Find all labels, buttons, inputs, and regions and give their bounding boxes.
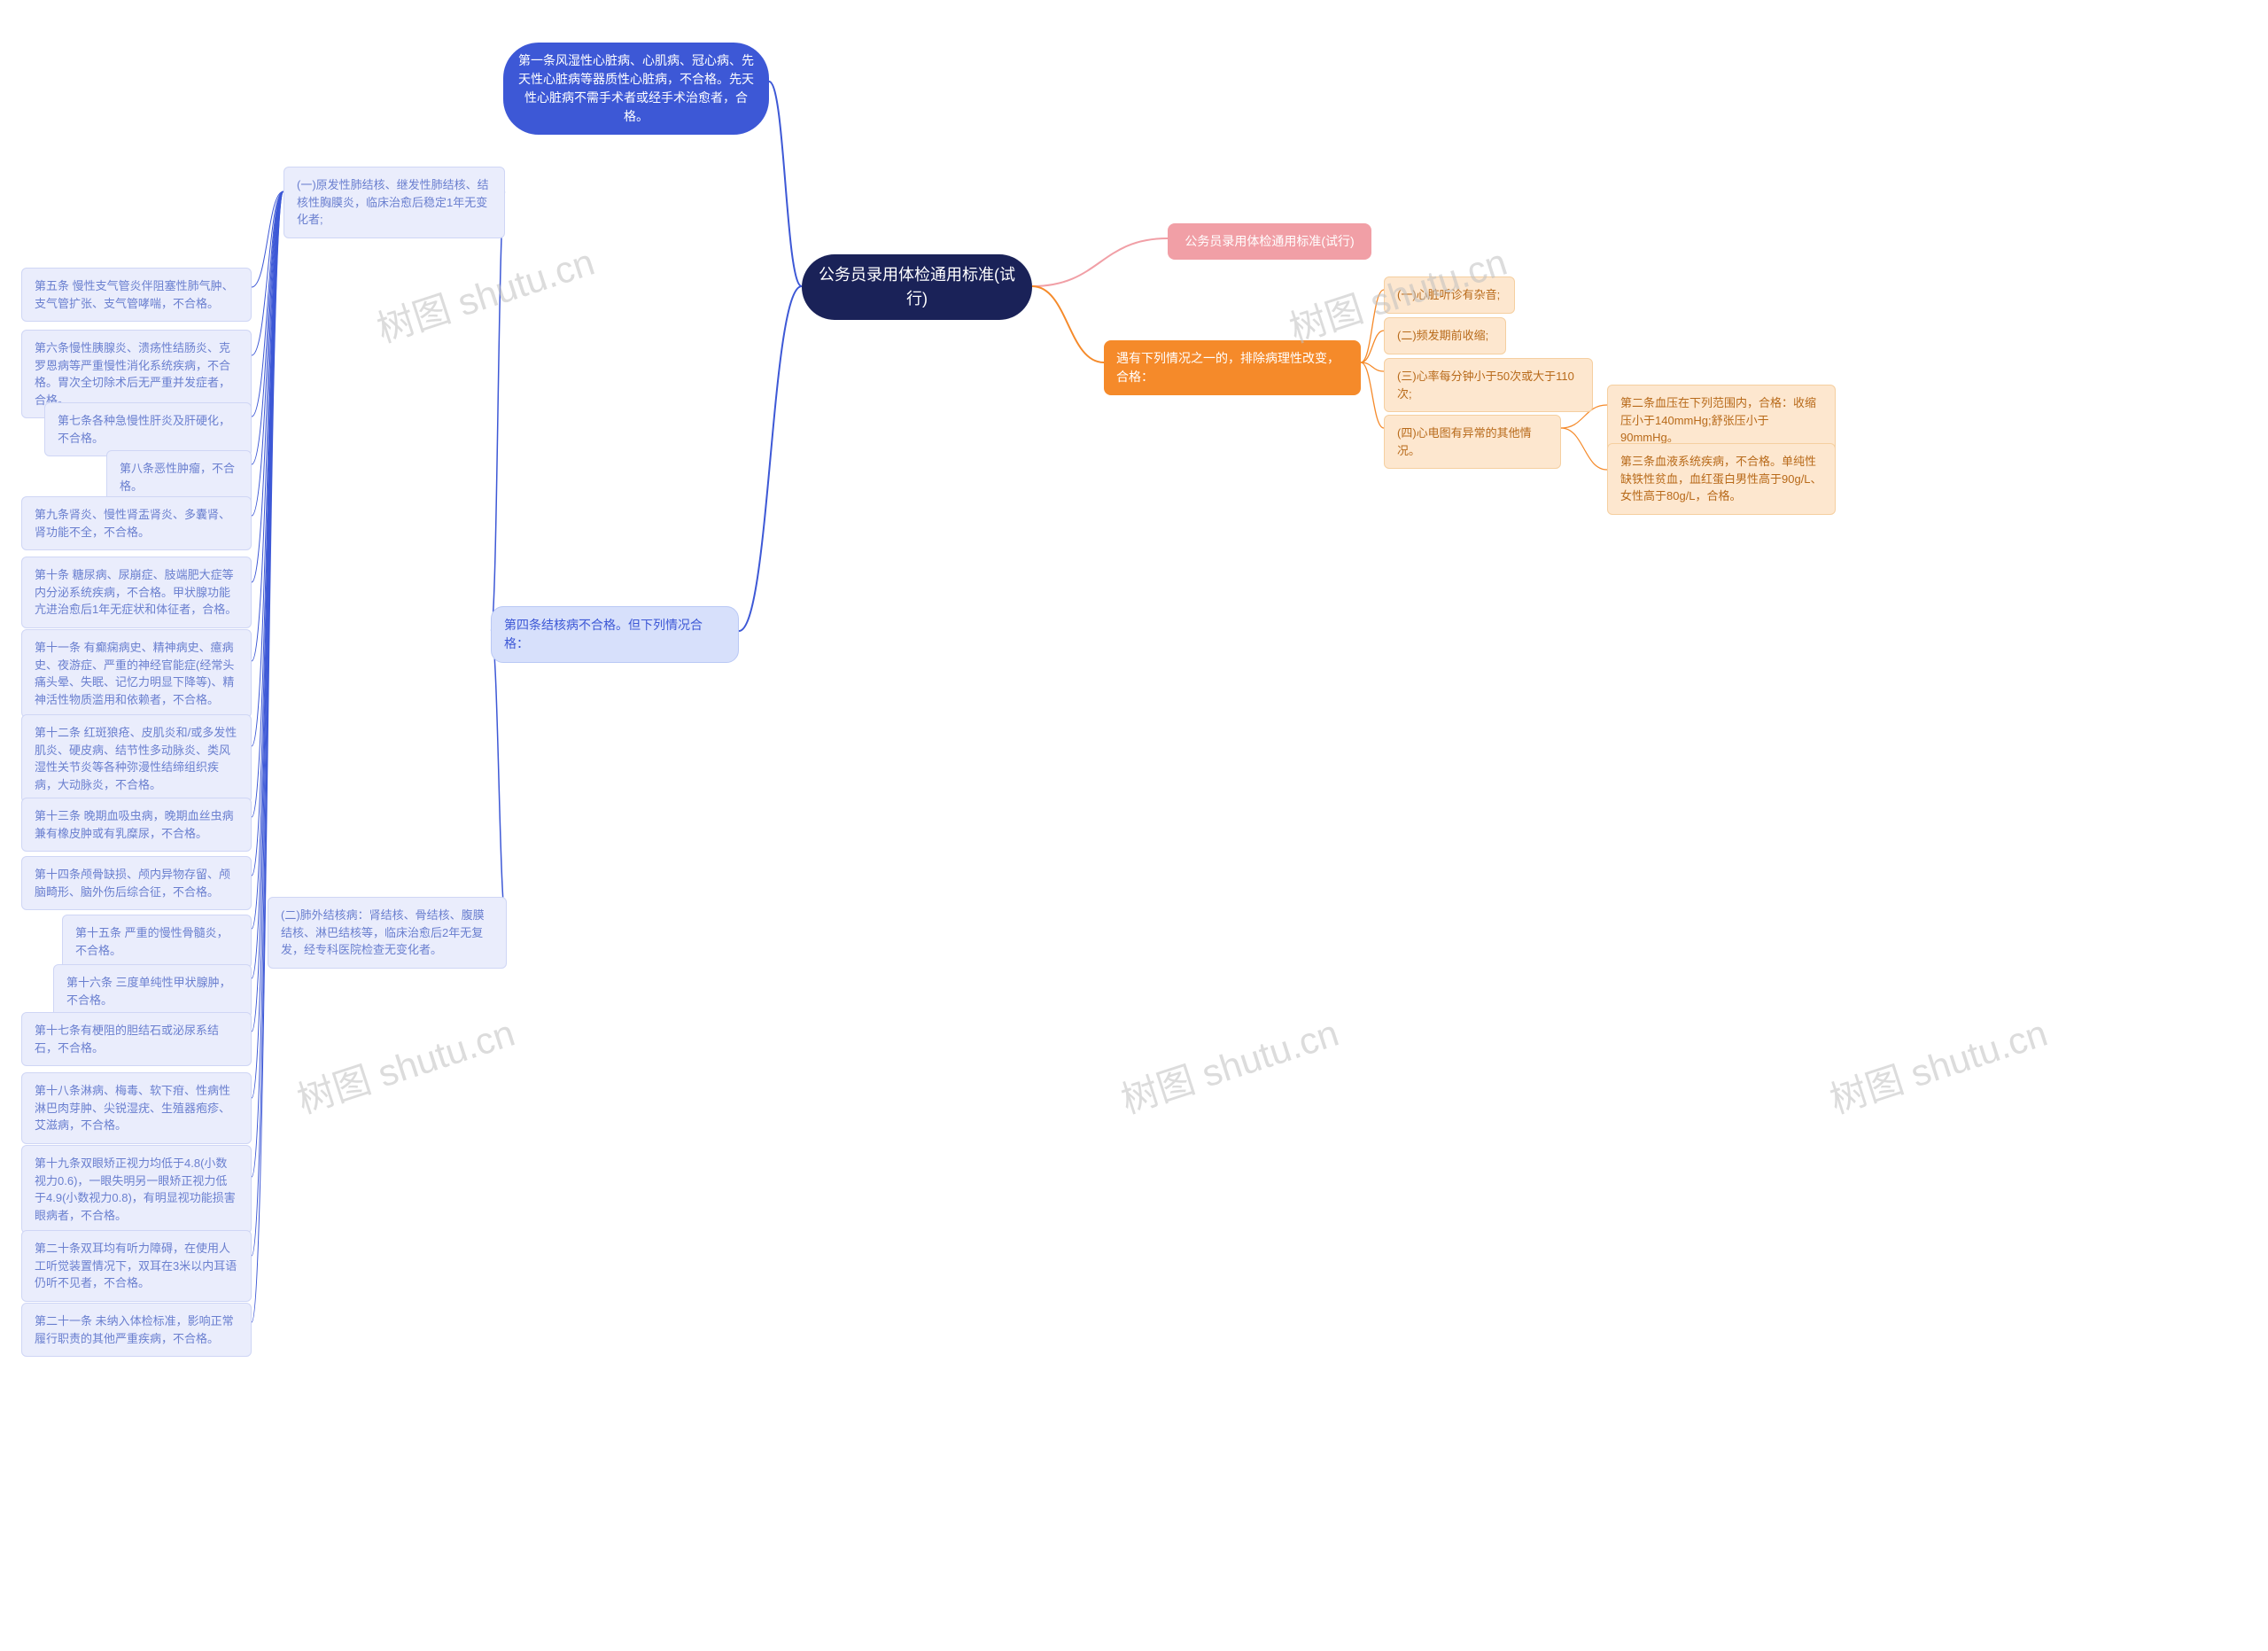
left-leaf: 第十八条淋病、梅毒、软下疳、性病性淋巴肉芽肿、尖锐湿疣、生殖器疱疹、艾滋病，不合… (21, 1072, 252, 1144)
orange-deep-leaf: 第三条血液系统疾病，不合格。单纯性缺铁性贫血，血红蛋白男性高于90g/L、女性高… (1607, 443, 1836, 515)
left-leaf: 第十五条 严重的慢性骨髓炎，不合格。 (62, 915, 252, 969)
left-leaf: 第十九条双眼矫正视力均低于4.8(小数视力0.6)，一眼失明另一眼矫正视力低于4… (21, 1145, 252, 1234)
left-leaf: 第二十一条 未纳入体检标准，影响正常履行职责的其他严重疾病，不合格。 (21, 1303, 252, 1357)
orange-leaf: (四)心电图有异常的其他情况。 (1384, 415, 1561, 469)
branch-pink: 公务员录用体检通用标准(试行) (1168, 223, 1371, 260)
left-leaf: 第七条各种急慢性肝炎及肝硬化，不合格。 (44, 402, 252, 456)
left-leaf: 第十四条颅骨缺损、颅内异物存留、颅脑畸形、脑外伤后综合征，不合格。 (21, 856, 252, 910)
branch-article1: 第一条风湿性心脏病、心肌病、冠心病、先天性心脏病等器质性心脏病，不合格。先天性心… (503, 43, 769, 135)
left-leaf: 第十二条 红斑狼疮、皮肌炎和/或多发性肌炎、硬皮病、结节性多动脉炎、类风湿性关节… (21, 714, 252, 803)
left-leaf: 第九条肾炎、慢性肾盂肾炎、多囊肾、肾功能不全，不合格。 (21, 496, 252, 550)
orange-leaf: (一)心脏听诊有杂音; (1384, 276, 1515, 314)
left-leaf: 第十六条 三度单纯性甲状腺肿，不合格。 (53, 964, 252, 1018)
left-leaf: 第二十条双耳均有听力障碍，在使用人工听觉装置情况下，双耳在3米以内耳语仍听不见者… (21, 1230, 252, 1302)
connector-layer (0, 0, 2268, 1651)
watermark: 树图 shutu.cn (290, 1003, 521, 1125)
watermark: 树图 shutu.cn (1822, 1003, 2054, 1125)
left-leaf: 第十条 糖尿病、尿崩症、肢端肥大症等内分泌系统疾病，不合格。甲状腺功能亢进治愈后… (21, 557, 252, 628)
root-node: 公务员录用体检通用标准(试行) (802, 254, 1032, 320)
branch-article4: 第四条结核病不合格。但下列情况合格： (491, 606, 739, 663)
left-leaf: 第十三条 晚期血吸虫病，晚期血丝虫病兼有橡皮肿或有乳糜尿，不合格。 (21, 798, 252, 852)
article4-sub2: (二)肺外结核病：肾结核、骨结核、腹膜结核、淋巴结核等，临床治愈后2年无复发，经… (268, 897, 507, 969)
branch-orange: 遇有下列情况之一的，排除病理性改变，合格： (1104, 340, 1361, 395)
article4-sub1: (一)原发性肺结核、继发性肺结核、结核性胸膜炎，临床治愈后稳定1年无变化者; (284, 167, 505, 238)
left-leaf: 第五条 慢性支气管炎伴阻塞性肺气肿、支气管扩张、支气管哮喘，不合格。 (21, 268, 252, 322)
watermark: 树图 shutu.cn (369, 232, 601, 354)
orange-leaf: (三)心率每分钟小于50次或大于110次; (1384, 358, 1593, 412)
left-leaf: 第十七条有梗阻的胆结石或泌尿系结石，不合格。 (21, 1012, 252, 1066)
left-leaf: 第十一条 有癫痫病史、精神病史、癔病史、夜游症、严重的神经官能症(经常头痛头晕、… (21, 629, 252, 718)
watermark: 树图 shutu.cn (1114, 1003, 1345, 1125)
orange-leaf: (二)频发期前收缩; (1384, 317, 1506, 354)
